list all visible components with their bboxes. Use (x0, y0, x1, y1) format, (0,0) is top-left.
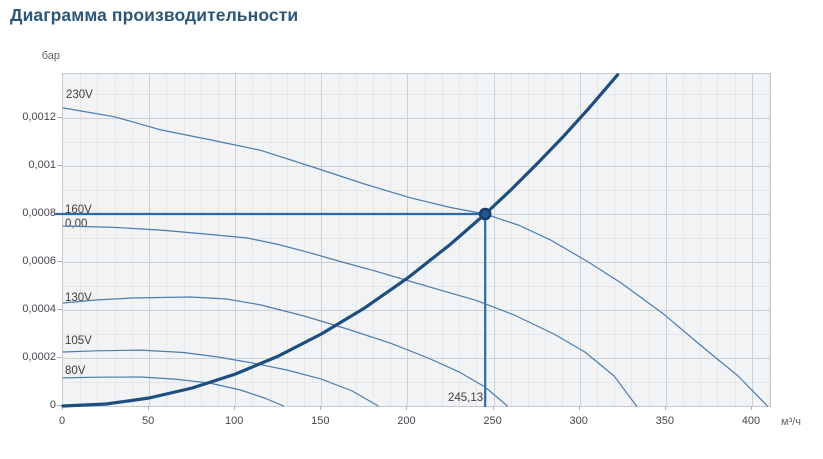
x-tick-label: 350 (655, 415, 674, 427)
x-tick-label: 250 (483, 415, 502, 427)
y-axis-unit-label: бар (41, 50, 60, 62)
y-tick-label: 0,0008 (22, 206, 56, 219)
x-tick-label: 400 (741, 415, 761, 427)
x-tick-mark (493, 406, 494, 410)
x-tick-mark (320, 406, 321, 410)
system-resistance-curve (61, 73, 620, 408)
y-tick-mark (57, 405, 62, 406)
plot-area: 230V 160V 130V 105V 80V 0,00 245,13 (55, 73, 771, 408)
curves (55, 73, 768, 408)
fan-curve-105v (62, 349, 379, 407)
y-tick-mark (57, 309, 62, 310)
operating-point-marker (478, 207, 492, 221)
x-tick-label: 150 (311, 415, 330, 427)
gridlines (63, 74, 770, 406)
x-tick-label: 0 (58, 415, 66, 427)
fan-curve-80v (62, 376, 285, 407)
y-tick-label: 0,0004 (22, 302, 56, 315)
x-tick-label: 100 (225, 415, 244, 427)
x-tick-mark (579, 406, 580, 410)
x-tick-mark (406, 406, 407, 410)
y-tick-label: 0,0012 (22, 110, 56, 123)
x-tick-label: 200 (397, 415, 416, 427)
y-tick-mark (57, 165, 62, 166)
x-tick-label: 300 (569, 415, 588, 427)
x-tick-mark (751, 406, 752, 410)
fan-curve-230v (62, 107, 768, 407)
x-tick-mark (665, 406, 666, 410)
y-tick-label: 0 (49, 399, 56, 411)
x-tick-mark (234, 406, 235, 410)
y-tick-label: 0,001 (28, 158, 56, 171)
fan-curve-230v-label: 230V (66, 89, 93, 101)
fan-curve-105v-label: 105V (65, 335, 92, 347)
x-tick-mark (148, 406, 149, 410)
y-tick-mark (57, 261, 62, 262)
fan-curve-80v-label: 80V (65, 365, 86, 377)
y-tick-label: 0,0002 (22, 350, 56, 363)
fan-curve-130v (62, 296, 508, 407)
x-tick-mark (62, 406, 63, 410)
x-tick-label: 50 (141, 415, 155, 427)
page-title: Диаграмма производительности (10, 5, 299, 25)
y-tick-mark (57, 117, 62, 118)
y-tick-label: 0,0006 (22, 254, 56, 267)
fan-curve-160v (62, 225, 638, 407)
x-axis-unit-label: м³/ч (781, 416, 802, 428)
operating-point-flow-label: 245,13 (447, 392, 484, 404)
y-tick-mark (57, 357, 62, 358)
